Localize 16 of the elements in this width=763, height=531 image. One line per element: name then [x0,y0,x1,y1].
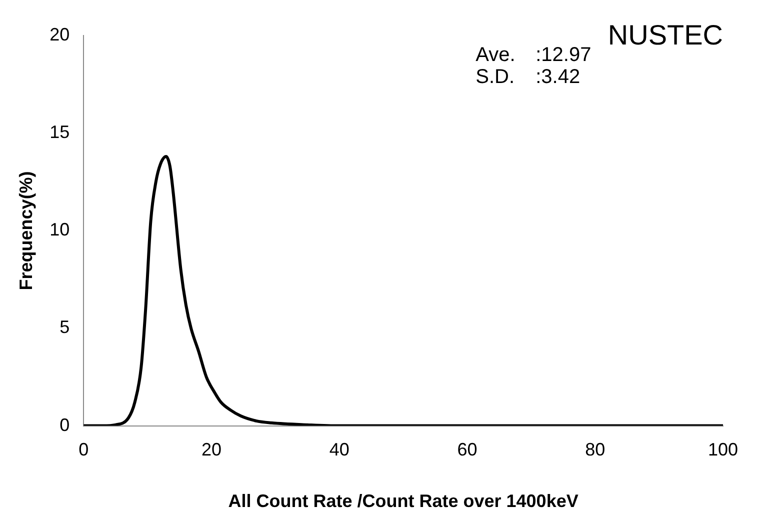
annotation: Ave. :12.97 [476,44,592,66]
y-tick-label: 10 [50,220,70,240]
x-tick-label: 0 [78,440,89,460]
x-tick-label: 100 [708,440,738,460]
y-tick-label: 15 [50,122,70,142]
x-axis-title: All Count Rate /Count Rate over 1400keV [228,491,578,512]
x-tick-label: 20 [201,440,222,460]
x-tick-label: 60 [457,440,478,460]
x-tick-label: 80 [585,440,606,460]
y-tick-label: 5 [60,317,70,338]
chart-title: NUSTEC [608,20,723,51]
y-tick-label: 0 [60,414,70,435]
y-axis-title: Frequency(%) [16,171,36,290]
y-tick-label: 20 [50,24,70,45]
x-tick-label: 40 [329,440,350,460]
annotation: S.D. :3.42 [476,66,580,88]
